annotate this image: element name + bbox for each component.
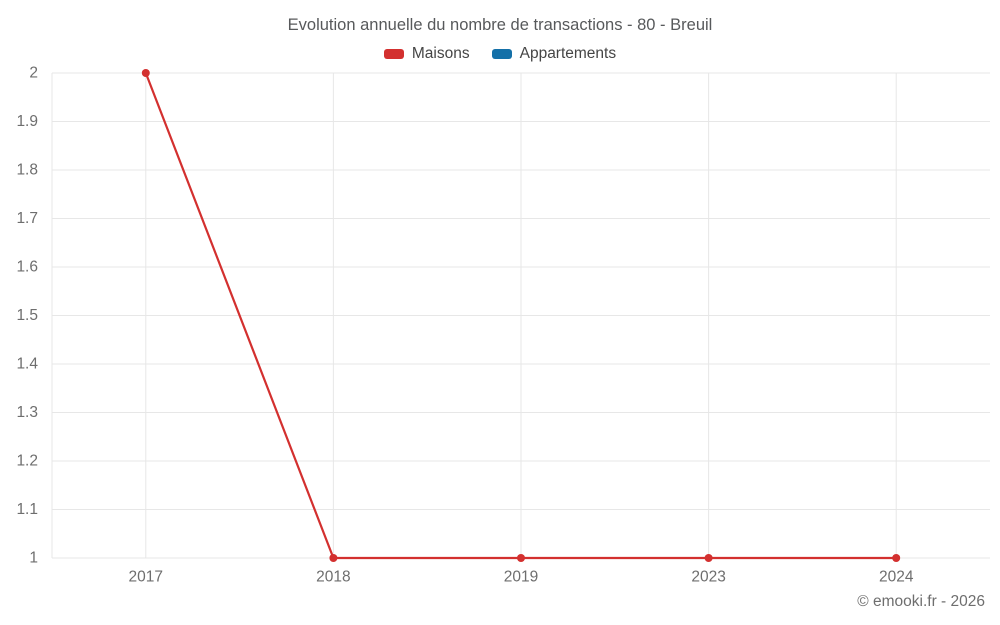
y-axis-tick-label: 1.8 <box>16 162 38 179</box>
data-point-maisons-2024[interactable] <box>892 554 901 562</box>
y-axis-tick-label: 1 <box>29 550 38 567</box>
data-point-maisons-2018[interactable] <box>329 554 338 562</box>
y-axis-tick-label: 1.5 <box>16 307 38 324</box>
legend-item-appartements[interactable]: Appartements <box>491 45 617 63</box>
y-axis-tick-label: 1.4 <box>16 356 38 373</box>
y-axis-tick-label: 1.2 <box>16 453 38 470</box>
legend-marker-appartements <box>491 49 512 59</box>
x-axis-tick-label: 2024 <box>879 569 914 586</box>
legend-marker-maisons <box>383 49 404 59</box>
y-axis-tick-label: 1.3 <box>16 404 38 421</box>
copyright-text: © emooki.fr - 2026 <box>857 593 985 610</box>
y-axis-tick-label: 1.9 <box>16 113 38 130</box>
x-axis-tick-label: 2018 <box>316 569 350 586</box>
y-axis-tick-label: 1.7 <box>16 210 38 227</box>
data-point-maisons-2023[interactable] <box>704 554 713 562</box>
legend-label: Appartements <box>519 45 617 62</box>
data-point-maisons-2019[interactable] <box>517 554 525 562</box>
y-axis-tick-label: 1.6 <box>16 259 38 276</box>
legend-item-maisons[interactable]: Maisons <box>383 45 470 63</box>
legend-label: Maisons <box>411 45 470 62</box>
data-point-maisons-2017[interactable] <box>141 69 150 77</box>
x-axis-tick-label: 2019 <box>504 569 538 586</box>
y-axis-tick-label: 1.1 <box>16 501 38 518</box>
chart-title: Evolution annuelle du nombre de transact… <box>287 16 713 34</box>
chart-legend: Maisons Appartements <box>0 45 1000 63</box>
x-axis-tick-label: 2023 <box>691 569 725 586</box>
y-axis-tick-label: 2 <box>29 65 38 82</box>
x-axis-tick-label: 2017 <box>129 569 163 586</box>
